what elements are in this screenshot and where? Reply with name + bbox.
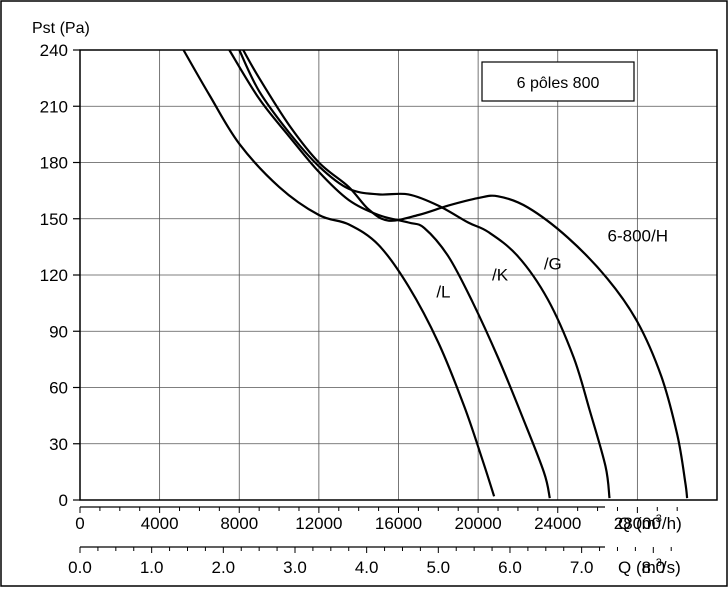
x2-tick-label: 5.0	[426, 558, 450, 577]
x-tick-label: 8000	[220, 514, 258, 533]
x2-tick-label: 8.0	[641, 558, 665, 577]
y-axis-title: Pst (Pa)	[32, 20, 90, 37]
curve-label: /K	[492, 266, 509, 285]
y-tick-label: 150	[40, 210, 68, 229]
y-tick-label: 90	[49, 322, 68, 341]
x-tick-label: 12000	[295, 514, 342, 533]
series-layer	[182, 49, 689, 499]
y-tick-label: 210	[40, 97, 68, 116]
x2-tick-label: 7.0	[570, 558, 594, 577]
grid	[80, 50, 717, 500]
x2-tick-label: 2.0	[212, 558, 236, 577]
x2-tick-label: 0.0	[68, 558, 92, 577]
y-tick-label: 180	[40, 154, 68, 173]
curve-label: 6-800/H	[608, 226, 668, 245]
curve-labels: /L/K/G 6-800/H	[436, 226, 668, 301]
legend-box: 6 pôles 800	[481, 61, 635, 102]
x-tick-label: 28000	[614, 514, 661, 533]
y-tick-label: 0	[59, 491, 68, 510]
legend-text: 6 pôles 800	[517, 75, 600, 92]
series-line-l	[182, 49, 496, 497]
x2-tick-label: 1.0	[140, 558, 164, 577]
x-tick-label: 4000	[141, 514, 179, 533]
series-line-k	[228, 49, 551, 499]
y-tick-label: 30	[49, 435, 68, 454]
x2-tick-label: 4.0	[355, 558, 379, 577]
x2-tick-label: 3.0	[283, 558, 307, 577]
x-axis-secondary: 0.0 1.0 2.0 3.0 4.0 5.0 6.0 7.0 8.0Q (m3/s)	[68, 546, 681, 577]
y-tick-label: 240	[40, 41, 68, 60]
x-axis-primary-title: Q (m3/h)	[618, 513, 682, 533]
y-axis: 0 30 60 90 120 150 180 210 240	[40, 41, 80, 510]
x-tick-label: 0	[75, 514, 84, 533]
curve-label: /G	[544, 254, 562, 273]
series-line-6-800-h	[242, 49, 689, 499]
x-axis-secondary-title: Q (m3/s)	[618, 557, 681, 577]
series-line-g	[238, 49, 611, 499]
y-tick-label: 60	[49, 379, 68, 398]
x-tick-label: 20000	[454, 514, 501, 533]
curve-label: /L	[436, 283, 450, 302]
y-tick-label: 120	[40, 266, 68, 285]
x2-tick-label: 6.0	[498, 558, 522, 577]
x-tick-label: 16000	[375, 514, 422, 533]
x-tick-label: 24000	[534, 514, 581, 533]
legend-frame	[481, 61, 635, 102]
